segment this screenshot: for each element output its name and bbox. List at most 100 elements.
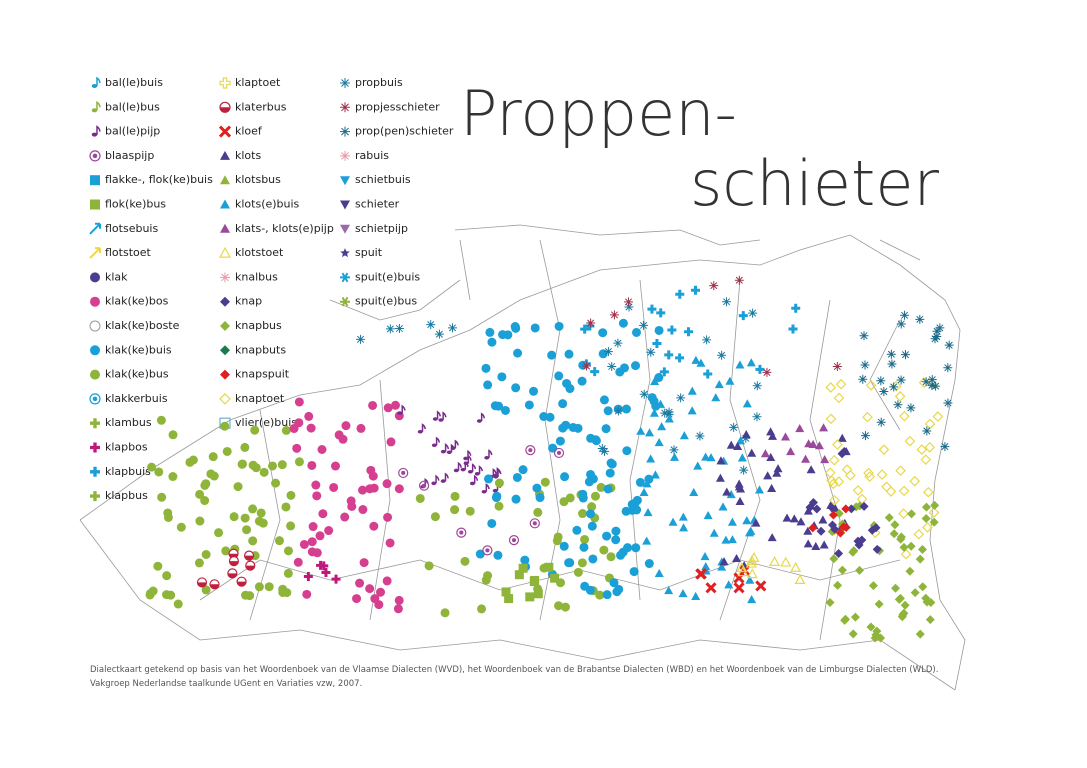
symbol bbox=[303, 571, 313, 581]
symbol bbox=[356, 423, 366, 433]
symbol bbox=[92, 153, 98, 159]
legend-item: kloef bbox=[218, 125, 263, 138]
symbol bbox=[630, 498, 640, 508]
symbol bbox=[222, 446, 232, 456]
symbol bbox=[220, 175, 230, 185]
symbol bbox=[868, 581, 878, 591]
symbol bbox=[460, 467, 466, 472]
symbol bbox=[729, 422, 739, 432]
symbol bbox=[639, 389, 649, 399]
symbol bbox=[241, 590, 251, 600]
symbol bbox=[376, 587, 386, 597]
symbol bbox=[340, 78, 350, 88]
symbol bbox=[693, 461, 703, 470]
symbol bbox=[340, 102, 350, 113]
legend-item: klats-, klots(e)pijp bbox=[220, 222, 334, 235]
symbol bbox=[870, 633, 880, 643]
symbol bbox=[736, 562, 748, 573]
symbol bbox=[334, 430, 344, 440]
symbol bbox=[833, 392, 845, 404]
symbol bbox=[927, 375, 937, 385]
symbol bbox=[780, 556, 792, 567]
symbol bbox=[859, 331, 869, 341]
symbol bbox=[311, 480, 321, 490]
symbol bbox=[91, 108, 98, 113]
legend-label: blaaspijp bbox=[105, 149, 154, 162]
symbol bbox=[481, 363, 491, 373]
symbol bbox=[156, 415, 166, 425]
symbol bbox=[644, 559, 654, 569]
symbol bbox=[168, 472, 178, 482]
symbol bbox=[896, 319, 906, 329]
symbol bbox=[613, 338, 623, 348]
symbol bbox=[577, 376, 587, 386]
symbol bbox=[860, 360, 870, 370]
legend-item: klak(ke)bos bbox=[90, 295, 169, 308]
symbol bbox=[585, 321, 595, 331]
symbol bbox=[168, 430, 178, 440]
symbol bbox=[899, 542, 909, 552]
symbol bbox=[894, 391, 906, 402]
symbol bbox=[881, 481, 892, 493]
symbol bbox=[90, 175, 100, 186]
symbol bbox=[214, 528, 224, 538]
symbol bbox=[580, 324, 590, 334]
legend-item: knap bbox=[220, 295, 262, 308]
symbol bbox=[929, 517, 939, 527]
symbol bbox=[675, 289, 685, 299]
symbol bbox=[605, 468, 615, 478]
symbol bbox=[480, 412, 486, 422]
legend-label: klaptoet bbox=[235, 76, 281, 89]
legend-label: knap bbox=[235, 295, 262, 308]
symbol bbox=[737, 453, 747, 462]
symbol bbox=[675, 353, 685, 363]
symbol bbox=[734, 275, 744, 285]
symbol bbox=[833, 580, 843, 590]
symbol bbox=[788, 324, 798, 334]
symbol bbox=[718, 502, 728, 511]
symbol bbox=[839, 522, 849, 532]
symbol bbox=[219, 393, 231, 405]
symbol bbox=[872, 626, 882, 636]
symbol bbox=[932, 411, 944, 422]
symbol bbox=[385, 538, 395, 548]
symbol bbox=[915, 554, 925, 564]
symbol bbox=[741, 433, 751, 443]
symbol bbox=[491, 493, 501, 503]
symbol bbox=[832, 361, 842, 371]
symbol bbox=[618, 318, 628, 328]
symbol bbox=[943, 363, 953, 373]
map-symbols bbox=[145, 275, 954, 643]
symbol bbox=[678, 512, 688, 521]
symbol bbox=[915, 629, 925, 639]
symbol bbox=[865, 380, 877, 391]
symbol bbox=[469, 481, 475, 486]
symbol bbox=[96, 100, 101, 111]
symbol bbox=[701, 452, 711, 461]
symbol bbox=[242, 525, 252, 535]
symbol bbox=[734, 482, 744, 491]
symbol bbox=[482, 545, 493, 556]
symbol bbox=[440, 608, 450, 618]
symbol bbox=[607, 459, 617, 469]
symbol bbox=[695, 431, 705, 441]
symbol bbox=[852, 485, 864, 496]
symbol bbox=[721, 535, 731, 544]
symbol bbox=[921, 593, 931, 603]
symbol bbox=[341, 421, 351, 431]
symbol bbox=[748, 308, 758, 318]
symbol bbox=[394, 324, 404, 333]
symbol bbox=[382, 479, 392, 489]
symbol bbox=[529, 518, 540, 529]
symbol bbox=[286, 490, 296, 500]
symbol bbox=[435, 436, 441, 446]
legend-label: klakkerbuis bbox=[105, 392, 168, 405]
symbol bbox=[629, 567, 639, 577]
symbol bbox=[500, 405, 510, 415]
symbol bbox=[153, 561, 163, 571]
symbol bbox=[772, 468, 782, 477]
symbol bbox=[91, 84, 98, 88]
legend-item: bal(le)bus bbox=[91, 100, 160, 113]
symbol bbox=[218, 246, 232, 258]
symbol bbox=[237, 581, 247, 587]
